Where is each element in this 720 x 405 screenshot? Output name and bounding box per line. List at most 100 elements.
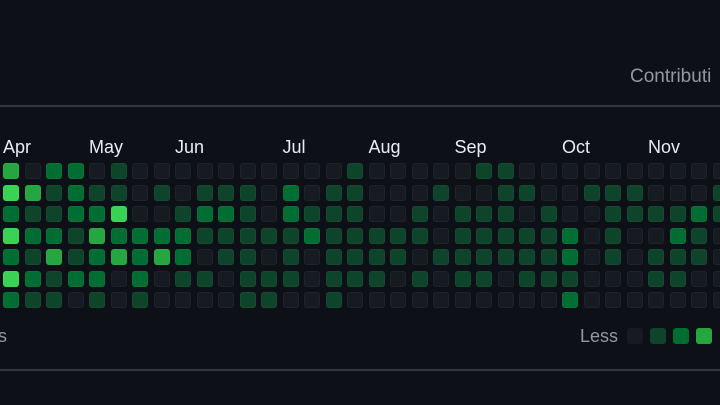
contribution-day-cell[interactable]	[261, 185, 277, 201]
contribution-day-cell[interactable]	[713, 185, 720, 201]
contribution-day-cell[interactable]	[218, 206, 234, 222]
contribution-day-cell[interactable]	[412, 292, 428, 308]
contribution-day-cell[interactable]	[455, 249, 471, 265]
contribution-day-cell[interactable]	[369, 292, 385, 308]
contribution-day-cell[interactable]	[89, 271, 105, 287]
contribution-day-cell[interactable]	[347, 271, 363, 287]
contribution-day-cell[interactable]	[175, 271, 191, 287]
contribution-day-cell[interactable]	[132, 185, 148, 201]
contribution-day-cell[interactable]	[304, 228, 320, 244]
contribution-day-cell[interactable]	[240, 206, 256, 222]
contribution-day-cell[interactable]	[132, 249, 148, 265]
contribution-day-cell[interactable]	[627, 185, 643, 201]
contribution-day-cell[interactable]	[89, 292, 105, 308]
contribution-day-cell[interactable]	[326, 292, 342, 308]
contribution-day-cell[interactable]	[433, 228, 449, 244]
contribution-day-cell[interactable]	[584, 249, 600, 265]
contribution-day-cell[interactable]	[476, 206, 492, 222]
contribution-day-cell[interactable]	[519, 271, 535, 287]
contribution-day-cell[interactable]	[197, 249, 213, 265]
contribution-day-cell[interactable]	[3, 206, 19, 222]
contribution-day-cell[interactable]	[627, 228, 643, 244]
contribution-day-cell[interactable]	[46, 292, 62, 308]
contribution-day-cell[interactable]	[519, 163, 535, 179]
contribution-day-cell[interactable]	[89, 249, 105, 265]
contribution-day-cell[interactable]	[3, 185, 19, 201]
contribution-day-cell[interactable]	[713, 249, 720, 265]
contribution-day-cell[interactable]	[3, 249, 19, 265]
contribution-day-cell[interactable]	[175, 228, 191, 244]
contribution-day-cell[interactable]	[89, 228, 105, 244]
contribution-day-cell[interactable]	[541, 271, 557, 287]
contribution-day-cell[interactable]	[175, 163, 191, 179]
contribution-day-cell[interactable]	[304, 163, 320, 179]
contribution-day-cell[interactable]	[691, 271, 707, 287]
contribution-day-cell[interactable]	[218, 228, 234, 244]
contribution-day-cell[interactable]	[498, 163, 514, 179]
contribution-day-cell[interactable]	[132, 271, 148, 287]
contribution-day-cell[interactable]	[46, 228, 62, 244]
contribution-day-cell[interactable]	[89, 206, 105, 222]
contribution-day-cell[interactable]	[433, 271, 449, 287]
contribution-day-cell[interactable]	[46, 185, 62, 201]
contribution-day-cell[interactable]	[584, 292, 600, 308]
contribution-day-cell[interactable]	[476, 292, 492, 308]
contribution-day-cell[interactable]	[283, 163, 299, 179]
contribution-day-cell[interactable]	[648, 206, 664, 222]
contribution-day-cell[interactable]	[283, 185, 299, 201]
contribution-day-cell[interactable]	[562, 185, 578, 201]
contribution-day-cell[interactable]	[154, 185, 170, 201]
contribution-day-cell[interactable]	[369, 163, 385, 179]
contribution-day-cell[interactable]	[498, 206, 514, 222]
contribution-day-cell[interactable]	[326, 271, 342, 287]
contribution-day-cell[interactable]	[25, 163, 41, 179]
contribution-day-cell[interactable]	[433, 292, 449, 308]
contribution-day-cell[interactable]	[541, 185, 557, 201]
contribution-day-cell[interactable]	[412, 271, 428, 287]
contribution-day-cell[interactable]	[476, 249, 492, 265]
contribution-day-cell[interactable]	[218, 271, 234, 287]
contribution-day-cell[interactable]	[111, 271, 127, 287]
contribution-day-cell[interactable]	[218, 163, 234, 179]
contribution-day-cell[interactable]	[476, 228, 492, 244]
contribution-day-cell[interactable]	[498, 271, 514, 287]
contribution-day-cell[interactable]	[476, 163, 492, 179]
contribution-day-cell[interactable]	[261, 271, 277, 287]
contribution-day-cell[interactable]	[713, 228, 720, 244]
contribution-day-cell[interactable]	[197, 292, 213, 308]
contribution-day-cell[interactable]	[498, 292, 514, 308]
contribution-day-cell[interactable]	[240, 271, 256, 287]
contribution-day-cell[interactable]	[111, 163, 127, 179]
contribution-day-cell[interactable]	[218, 249, 234, 265]
contribution-day-cell[interactable]	[433, 249, 449, 265]
contribution-day-cell[interactable]	[648, 228, 664, 244]
contribution-day-cell[interactable]	[455, 206, 471, 222]
contribution-day-cell[interactable]	[154, 249, 170, 265]
contribution-day-cell[interactable]	[218, 185, 234, 201]
contribution-day-cell[interactable]	[347, 206, 363, 222]
contribution-day-cell[interactable]	[89, 163, 105, 179]
contribution-day-cell[interactable]	[304, 292, 320, 308]
contribution-day-cell[interactable]	[25, 271, 41, 287]
contribution-day-cell[interactable]	[111, 292, 127, 308]
contribution-day-cell[interactable]	[433, 185, 449, 201]
contribution-day-cell[interactable]	[240, 185, 256, 201]
contribution-day-cell[interactable]	[197, 206, 213, 222]
contribution-day-cell[interactable]	[175, 206, 191, 222]
contribution-day-cell[interactable]	[562, 249, 578, 265]
contribution-day-cell[interactable]	[283, 228, 299, 244]
contribution-day-cell[interactable]	[25, 292, 41, 308]
contribution-day-cell[interactable]	[519, 228, 535, 244]
contribution-day-cell[interactable]	[476, 271, 492, 287]
contribution-day-cell[interactable]	[218, 292, 234, 308]
contribution-day-cell[interactable]	[347, 228, 363, 244]
contribution-day-cell[interactable]	[68, 271, 84, 287]
contribution-day-cell[interactable]	[175, 249, 191, 265]
contribution-day-cell[interactable]	[648, 271, 664, 287]
contribution-day-cell[interactable]	[261, 163, 277, 179]
contribution-day-cell[interactable]	[541, 292, 557, 308]
contribution-day-cell[interactable]	[605, 271, 621, 287]
contribution-day-cell[interactable]	[691, 206, 707, 222]
contribution-day-cell[interactable]	[498, 185, 514, 201]
contribution-day-cell[interactable]	[25, 249, 41, 265]
